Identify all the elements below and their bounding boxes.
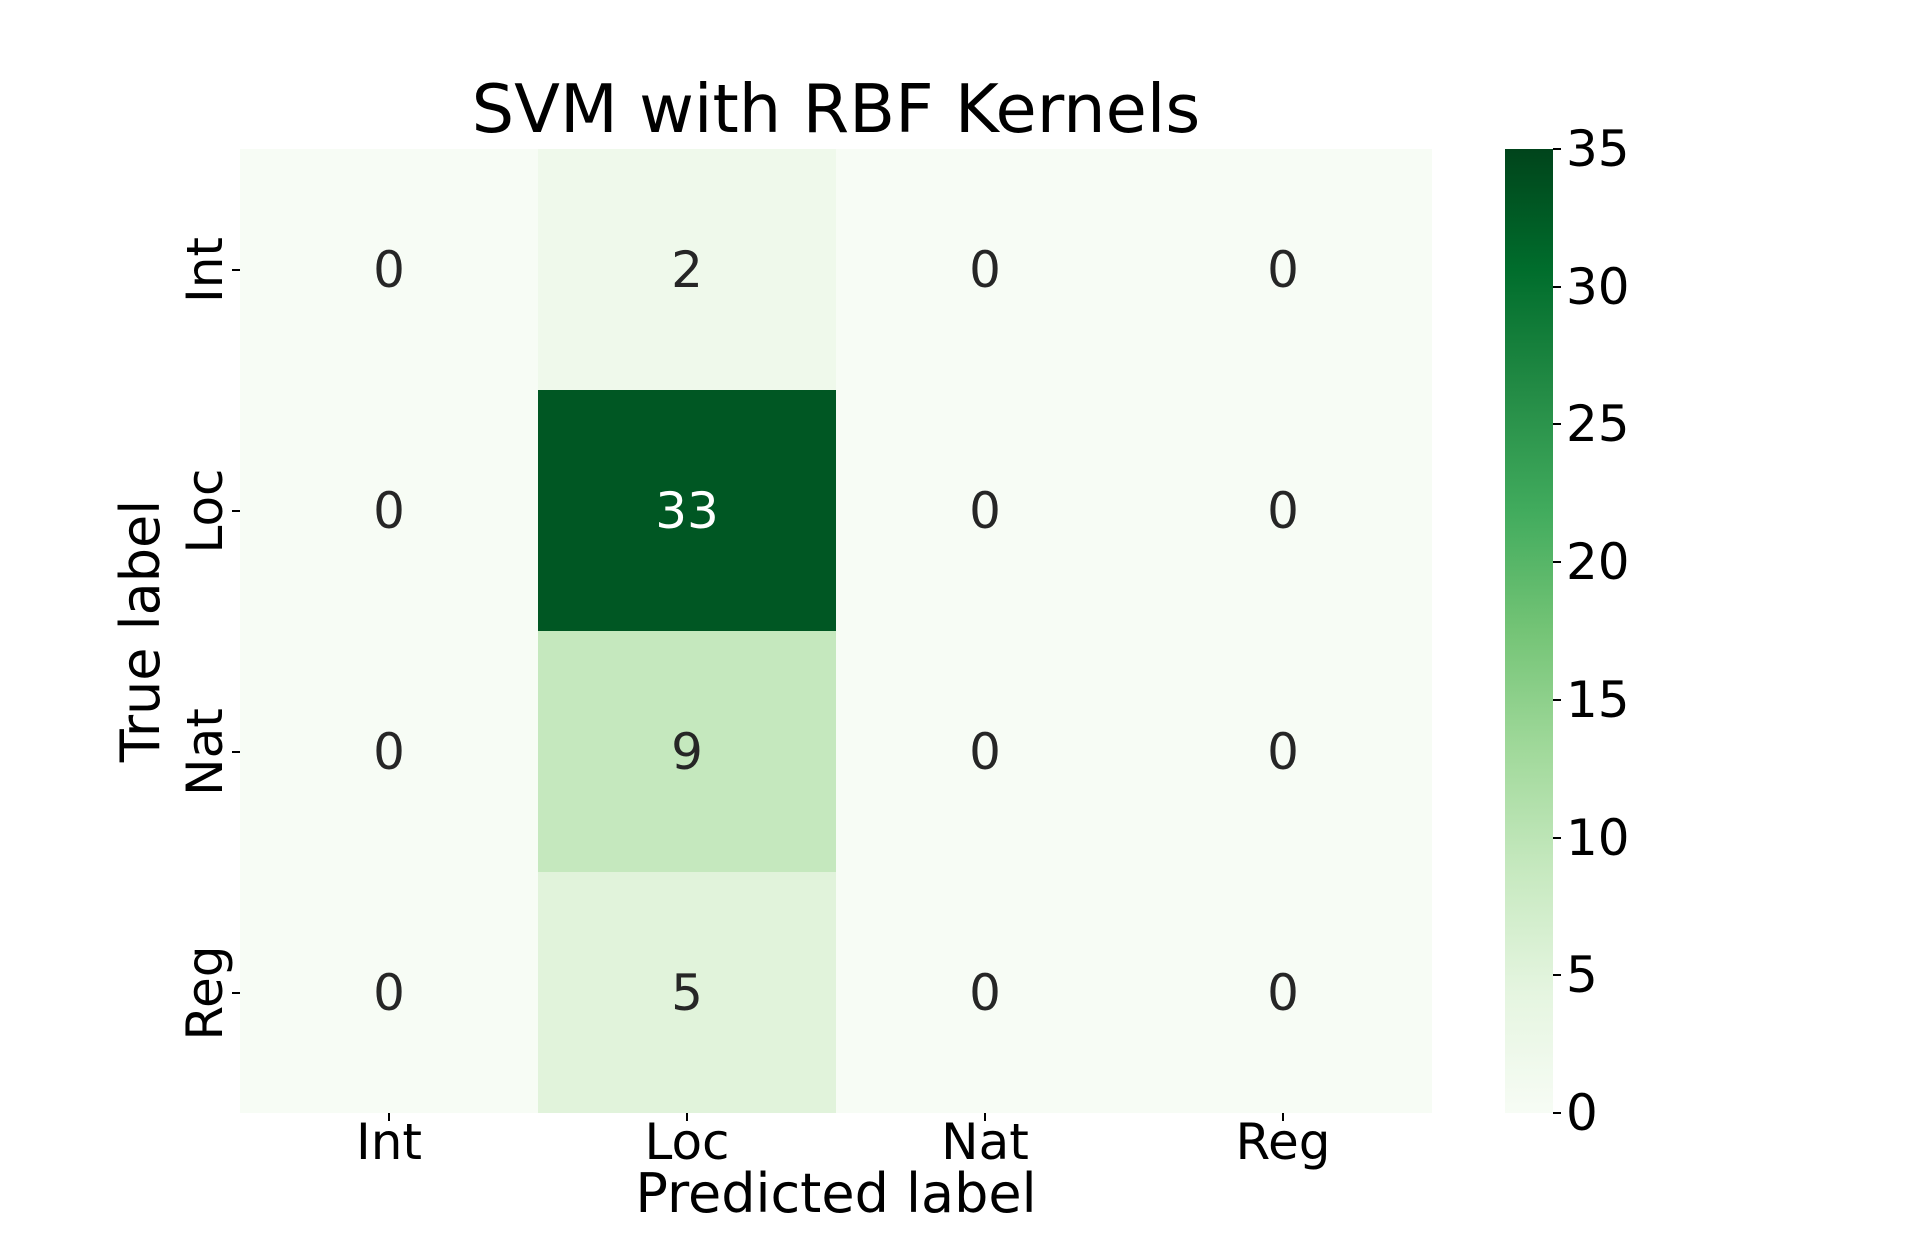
chart-title: SVM with RBF Kernels (471, 70, 1201, 148)
x-tick-label: Nat (941, 1113, 1029, 1171)
y-tick-mark (232, 509, 240, 512)
colorbar-tick-label: 25 (1566, 395, 1630, 454)
x-tick-mark (984, 1113, 986, 1121)
y-tick-label: Loc (176, 467, 234, 554)
y-tick-label: Reg (176, 945, 234, 1040)
x-tick-mark (686, 1113, 688, 1121)
heatmap-cell: 0 (1134, 390, 1432, 631)
heatmap-cell: 0 (836, 872, 1134, 1113)
heatmap-cell: 0 (240, 390, 538, 631)
heatmap-cell: 2 (538, 149, 836, 390)
colorbar-tick-label: 0 (1566, 1084, 1598, 1142)
heatmap-cell: 0 (1134, 872, 1432, 1113)
y-tick-label: Int (176, 236, 234, 303)
x-tick-label: Loc (644, 1113, 730, 1171)
colorbar-tick-mark (1553, 561, 1561, 564)
heatmap-cell: 0 (836, 631, 1134, 872)
y-tick-label: Nat (176, 707, 234, 796)
x-tick-label: Reg (1235, 1113, 1331, 1171)
colorbar-tick-label: 15 (1566, 670, 1630, 729)
heatmap-cell: 0 (836, 390, 1134, 631)
colorbar-tick-mark (1553, 836, 1561, 839)
colorbar-tick-mark (1553, 423, 1561, 426)
y-tick-mark (232, 750, 240, 753)
y-tick-mark (232, 268, 240, 271)
colorbar (1505, 149, 1553, 1113)
colorbar-tick-mark (1553, 285, 1561, 288)
colorbar-tick-label: 5 (1566, 946, 1598, 1005)
colorbar-tick-mark (1553, 974, 1561, 977)
y-axis-label: True label (109, 499, 172, 763)
heatmap-cell: 0 (240, 149, 538, 390)
colorbar-tick-label: 20 (1566, 533, 1630, 592)
heatmap-cell: 0 (240, 631, 538, 872)
x-tick-label: Int (355, 1113, 423, 1171)
y-tick-mark (232, 991, 240, 994)
x-tick-mark (1282, 1113, 1284, 1121)
colorbar-tick-label: 35 (1566, 120, 1630, 178)
x-axis-label: Predicted label (635, 1162, 1037, 1225)
colorbar-tick-mark (1553, 148, 1561, 150)
colorbar-tick-mark (1553, 1112, 1561, 1114)
heatmap-cell: 33 (538, 390, 836, 631)
heatmap-cell: 9 (538, 631, 836, 872)
colorbar-tick-label: 30 (1566, 257, 1630, 316)
heatmap-cell: 0 (1134, 631, 1432, 872)
colorbar-tick-mark (1553, 698, 1561, 701)
x-tick-mark (388, 1113, 390, 1121)
heatmap-cell: 0 (1134, 149, 1432, 390)
colorbar-tick-label: 10 (1566, 808, 1630, 867)
heatmap-cell: 0 (240, 872, 538, 1113)
heatmap-cell: 5 (538, 872, 836, 1113)
heatmap-grid: 0 2 0 0 0 33 0 0 0 9 0 0 0 5 0 0 (240, 149, 1432, 1113)
heatmap-cell: 0 (836, 149, 1134, 390)
